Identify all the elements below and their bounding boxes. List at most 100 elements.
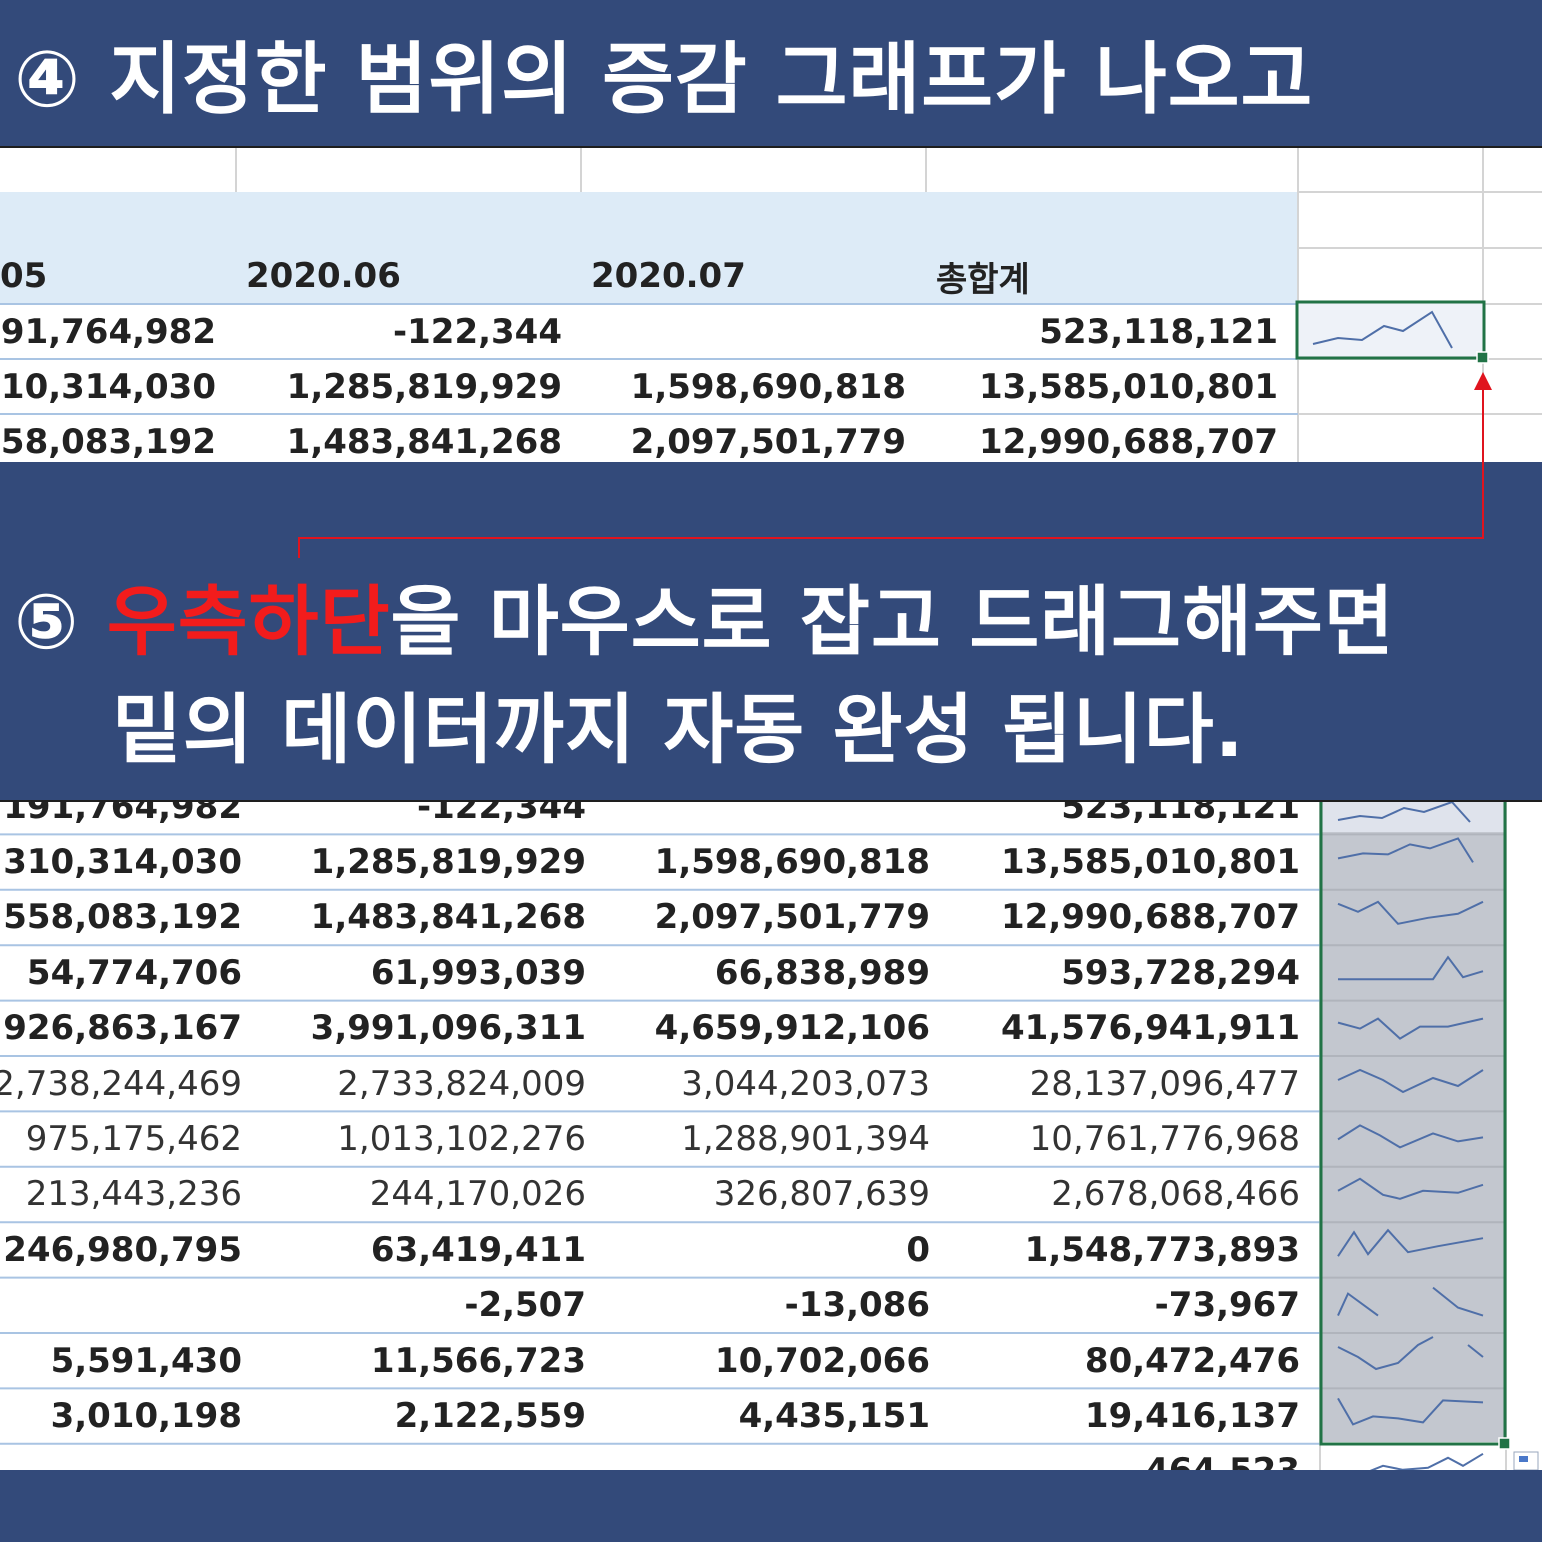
table-cell[interactable] xyxy=(606,1444,930,1470)
bottom-banner xyxy=(0,1470,1542,1542)
table-cell[interactable]: 523,118,121 xyxy=(1039,311,1278,352)
table-cell[interactable]: 1,310,314,030 xyxy=(0,842,242,883)
table-cell[interactable] xyxy=(0,1278,242,1333)
table-cell[interactable]: -122,344 xyxy=(393,311,562,352)
table-cell[interactable]: 5,591,430 xyxy=(50,1340,242,1381)
table-cell[interactable]: 0 xyxy=(906,1229,930,1270)
column-header[interactable]: 05 xyxy=(0,256,48,296)
table-cell[interactable]: 2,738,244,469 xyxy=(0,1063,242,1104)
table-cell[interactable]: 326,807,639 xyxy=(713,1174,930,1215)
table-cell[interactable] xyxy=(582,304,906,359)
sparkline xyxy=(1337,900,1484,925)
table-cell[interactable]: 244,170,026 xyxy=(369,1174,586,1215)
table-cell[interactable]: 3,010,198 xyxy=(50,1396,242,1437)
table-cell[interactable]: 12,990,688,707 xyxy=(979,421,1278,462)
sparkline xyxy=(1337,1124,1484,1149)
table-cell[interactable]: 1,285,819,929 xyxy=(286,366,562,407)
sparkline xyxy=(1337,837,1474,863)
table-cell[interactable] xyxy=(606,802,930,834)
table-cell[interactable]: 4,558,083,192 xyxy=(0,897,242,938)
table-cell[interactable]: 13,585,010,801 xyxy=(979,366,1278,407)
table-cell[interactable]: 11,566,723 xyxy=(370,1340,586,1381)
table-cell[interactable]: 593,728,294 xyxy=(1061,952,1300,993)
table-cell[interactable]: 2,733,824,009 xyxy=(337,1063,586,1104)
sparkline xyxy=(1337,802,1471,823)
table-cell[interactable]: 4,659,912,106 xyxy=(654,1008,930,1049)
table-cell[interactable]: 1,598,690,818 xyxy=(630,366,906,407)
table-cell[interactable]: 61,993,039 xyxy=(370,952,586,993)
sparkline xyxy=(1337,1177,1484,1200)
table-cell[interactable]: 3,044,203,073 xyxy=(681,1063,930,1104)
table-cell[interactable]: 12,990,688,707 xyxy=(1001,897,1300,938)
column-header[interactable]: 2020.06 xyxy=(246,256,401,296)
table-cell[interactable]: 1,285,819,929 xyxy=(310,842,586,883)
sparkline xyxy=(1432,1286,1484,1317)
arrow-connector-vertical-left xyxy=(298,538,300,558)
table-cell[interactable]: 191,764,982 xyxy=(0,311,216,352)
table-cell[interactable]: 558,083,192 xyxy=(0,421,216,462)
step5-caption-line2: 밑의 데이터까지 자동 완성 됩니다. xyxy=(112,685,1245,774)
table-cell[interactable]: 28,137,096,477 xyxy=(1029,1063,1300,1104)
sparkline xyxy=(1338,955,1484,981)
table-cell[interactable]: 41,576,941,911 xyxy=(1001,1008,1300,1049)
sparkline xyxy=(1467,1344,1484,1358)
table-cell[interactable]: 1,013,102,276 xyxy=(337,1119,586,1160)
table-cell[interactable]: 975,175,462 xyxy=(25,1119,242,1160)
arrow-head-icon xyxy=(1474,372,1492,390)
sparkline xyxy=(1337,1017,1484,1040)
table-cell[interactable]: -13,086 xyxy=(784,1285,930,1326)
table-cell[interactable] xyxy=(262,1444,586,1470)
table-cell[interactable]: 3,926,863,167 xyxy=(0,1008,242,1049)
fill-handle-icon xyxy=(1476,351,1489,364)
table-cell[interactable]: 10,702,066 xyxy=(714,1340,930,1381)
sparkline xyxy=(1337,1397,1484,1426)
table-cell[interactable]: 213,443,236 xyxy=(25,1174,242,1215)
table-cell[interactable]: 1,288,901,394 xyxy=(681,1119,930,1160)
table-cell[interactable]: 523,118,121 xyxy=(1061,800,1300,827)
selection-border xyxy=(1319,802,1507,1446)
table-cell[interactable]: 246,980,795 xyxy=(3,1229,242,1270)
excel-sheet-bottom[interactable]: 191,764,982 -122,344 523,118,121 1,310,314,… xyxy=(0,800,1542,1472)
excel-sheet-top[interactable]: 05 2020.06 2020.07 총합계 191,764,982 -122,344 52… xyxy=(0,146,1542,462)
table-cell[interactable]: 2,122,559 xyxy=(394,1396,586,1437)
table-cell[interactable]: 2,097,501,779 xyxy=(654,897,930,938)
fill-handle-icon xyxy=(1498,1437,1511,1450)
table-cell[interactable]: 2,097,501,779 xyxy=(630,421,906,462)
table-cell[interactable]: 10,761,776,968 xyxy=(1029,1119,1300,1160)
header-fill xyxy=(0,192,1298,304)
arrow-connector-vertical-right xyxy=(1482,380,1484,538)
table-cell[interactable]: 1,548,773,893 xyxy=(1024,1229,1300,1270)
step5-caption: ⑤ 우측하단을 마우스로 잡고 드래그해주면 xyxy=(14,572,1395,672)
table-cell[interactable]: 19,416,137 xyxy=(1084,1396,1300,1437)
table-cell[interactable]: 2,678,068,466 xyxy=(1051,1174,1300,1215)
sparkline xyxy=(1337,1336,1434,1371)
step5-highlight: 우측하단 xyxy=(106,577,391,666)
bottom-grid xyxy=(0,802,1539,1470)
table-cell[interactable]: 1,483,841,268 xyxy=(310,897,586,938)
table-cell[interactable]: 13,585,010,801 xyxy=(1001,842,1300,883)
table-cell[interactable]: -73,967 xyxy=(1154,1285,1300,1326)
table-cell[interactable]: 1,598,690,818 xyxy=(654,842,930,883)
table-cell[interactable]: 4,435,151 xyxy=(738,1396,930,1437)
column-header[interactable]: 2020.07 xyxy=(591,256,746,296)
table-cell[interactable]: 80,472,476 xyxy=(1084,1340,1300,1381)
table-cell[interactable]: 63,419,411 xyxy=(370,1229,586,1270)
table-cell[interactable] xyxy=(0,1444,242,1470)
step5-text: 을 마우스로 잡고 드래그해주면 xyxy=(390,577,1395,666)
step5-number: ⑤ xyxy=(14,577,107,666)
column-header[interactable]: 총합계 xyxy=(936,259,1030,300)
table-cell[interactable]: -2,507 xyxy=(464,1285,586,1326)
sparkline xyxy=(1337,1068,1484,1094)
table-cell[interactable]: 310,314,030 xyxy=(0,366,216,407)
sparkline xyxy=(1337,1228,1484,1257)
sparkline xyxy=(1337,1292,1379,1317)
selection-fill xyxy=(1322,802,1504,1442)
table-cell[interactable]: 1,483,841,268 xyxy=(286,421,562,462)
table-cell[interactable]: 66,838,989 xyxy=(714,952,930,993)
table-cell[interactable]: 3,991,096,311 xyxy=(310,1008,586,1049)
table-cell[interactable]: 191,764,982 xyxy=(3,800,242,827)
table-cell[interactable]: 464,523 xyxy=(1145,1451,1300,1472)
table-cell[interactable]: 54,774,706 xyxy=(26,952,242,993)
table-cell[interactable]: -122,344 xyxy=(417,800,586,827)
arrow-connector-horizontal xyxy=(298,537,1484,539)
